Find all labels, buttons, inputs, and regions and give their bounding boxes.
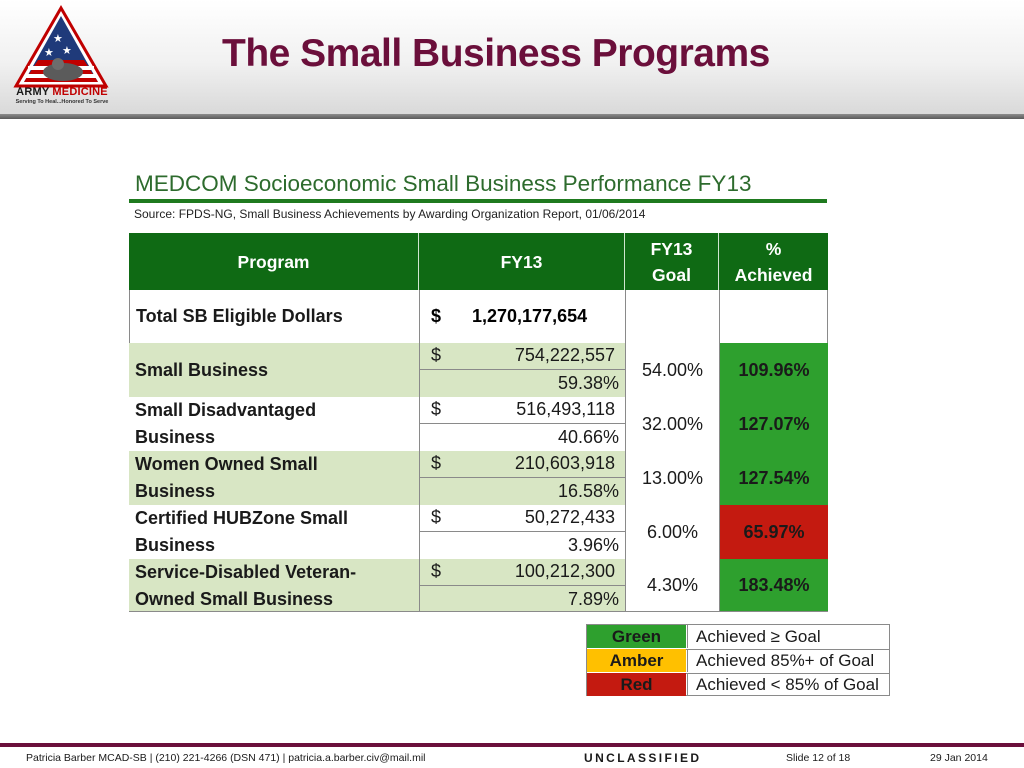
total-goal-empty xyxy=(625,290,719,343)
legend-label-red: Achieved < 85% of Goal xyxy=(687,673,889,696)
goal-women-owned: 13.00% xyxy=(625,451,719,505)
achieved-hubzone: 65.97% xyxy=(719,505,828,559)
program-small-business: Small Business xyxy=(129,343,419,397)
slide-footer: Patricia Barber MCAD-SB | (210) 221-4266… xyxy=(0,747,1024,768)
amount-small-disadvantaged: $516,493,118 xyxy=(419,397,625,424)
footer-date: 29 Jan 2014 xyxy=(930,752,988,764)
legend-label-green: Achieved ≥ Goal xyxy=(687,625,889,648)
program-women-owned: Women Owned Small Business xyxy=(129,451,419,505)
achieved-service-disabled-veteran: 183.48% xyxy=(719,559,828,612)
amount-small-business: $754,222,557 xyxy=(419,343,625,370)
footer-divider xyxy=(0,743,1024,747)
report-source: Source: FPDS-NG, Small Business Achievem… xyxy=(134,207,646,221)
legend-row-amber: Amber Achieved 85%+ of Goal xyxy=(587,649,889,674)
percent-hubzone: 3.96% xyxy=(419,532,625,559)
achieved-small-business: 109.96% xyxy=(719,343,828,397)
legend-row-green: Green Achieved ≥ Goal xyxy=(587,625,889,650)
footer-contact: Patricia Barber MCAD-SB | (210) 221-4266… xyxy=(26,752,426,764)
performance-table: Program FY13 FY13 Goal % Achieved Total SB… xyxy=(129,233,828,612)
achieved-small-disadvantaged: 127.07% xyxy=(719,397,828,451)
army-medicine-logo: ★ ★ ★ xyxy=(13,4,109,88)
percent-women-owned: 16.58% xyxy=(419,478,625,505)
header-goal: FY13 Goal xyxy=(625,233,719,290)
amount-hubzone: $50,272,433 xyxy=(419,505,625,532)
achieved-women-owned: 127.54% xyxy=(719,451,828,505)
legend-row-red: Red Achieved < 85% of Goal xyxy=(587,673,889,697)
logo-tagline: Serving To Heal...Honored To Serve xyxy=(15,99,109,105)
svg-text:★: ★ xyxy=(62,45,72,57)
program-service-disabled-veteran: Service-Disabled Veteran- Owned Small Bus… xyxy=(129,559,419,612)
percent-service-disabled-veteran: 7.89% xyxy=(419,586,625,612)
header-divider xyxy=(0,114,1024,119)
legend-swatch-green: Green xyxy=(587,625,686,648)
legend-label-amber: Achieved 85%+ of Goal xyxy=(687,649,889,672)
logo-wordmark: ARMY MEDICINE xyxy=(16,86,108,98)
header-achieved: % Achieved xyxy=(719,233,828,290)
percent-small-disadvantaged: 40.66% xyxy=(419,424,625,451)
goal-small-disadvantaged: 32.00% xyxy=(625,397,719,451)
report-title-underline xyxy=(129,199,827,203)
goal-service-disabled-veteran: 4.30% xyxy=(625,559,719,612)
total-achieved-empty xyxy=(719,290,828,343)
row-divider xyxy=(129,611,828,612)
amount-service-disabled-veteran: $100,212,300 xyxy=(419,559,625,586)
header-fy13: FY13 xyxy=(419,233,625,290)
status-legend: Green Achieved ≥ Goal Amber Achieved 85%… xyxy=(586,624,890,696)
header-program: Program xyxy=(129,233,419,290)
svg-text:★: ★ xyxy=(53,33,63,45)
slide-title: The Small Business Programs xyxy=(222,32,770,75)
goal-hubzone: 6.00% xyxy=(625,505,719,559)
goal-small-business: 54.00% xyxy=(625,343,719,397)
total-amount: $ 1,270,177,654 xyxy=(419,290,625,343)
footer-slide-number: Slide 12 of 18 xyxy=(786,752,851,764)
svg-text:★: ★ xyxy=(44,47,54,59)
slide-header xyxy=(0,0,1024,114)
amount-women-owned: $210,603,918 xyxy=(419,451,625,478)
legend-swatch-amber: Amber xyxy=(587,649,686,672)
percent-small-business: 59.38% xyxy=(419,370,625,397)
program-small-disadvantaged: Small Disadvantaged Business xyxy=(129,397,419,451)
total-label: Total SB Eligible Dollars xyxy=(129,290,419,343)
program-hubzone: Certified HUBZone Small Business xyxy=(129,505,419,559)
footer-classification: UNCLASSIFIED xyxy=(584,751,702,765)
legend-swatch-red: Red xyxy=(587,673,686,696)
report-title: MEDCOM Socioeconomic Small Business Perf… xyxy=(135,171,752,196)
